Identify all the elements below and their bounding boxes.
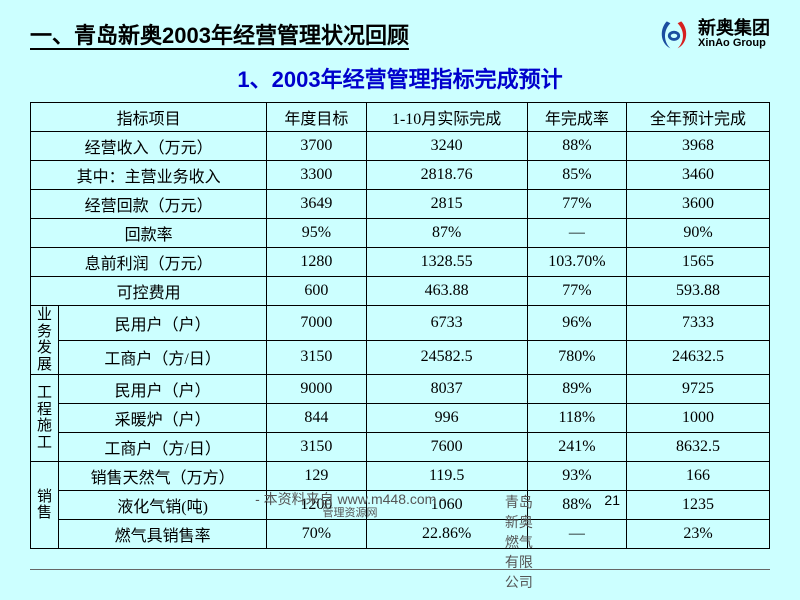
col-header: 年度目标 xyxy=(267,103,366,132)
cell: 3300 xyxy=(267,161,366,190)
table-row: 经营收入（万元）3700324088%3968 xyxy=(31,132,770,161)
cell: 6733 xyxy=(366,306,527,341)
cell: 77% xyxy=(527,190,626,219)
section-subtitle: 1、2003年经营管理指标完成预计 xyxy=(0,62,800,94)
footer-right: 青岛新奥燃气有限公司 xyxy=(505,492,545,592)
cell: 3150 xyxy=(267,433,366,462)
group-label: 业务发展 xyxy=(31,306,59,375)
table-row: 可控费用600463.8877%593.88 xyxy=(31,277,770,306)
cell: 2815 xyxy=(366,190,527,219)
cell: 129 xyxy=(267,462,366,491)
table-header-row: 指标项目 年度目标 1-10月实际完成 年完成率 全年预计完成 xyxy=(31,103,770,132)
row-label: 采暖炉（户） xyxy=(59,404,267,433)
table-row: 工程施工民用户（户）9000803789%9725 xyxy=(31,375,770,404)
row-label: 工商户（方/日） xyxy=(59,433,267,462)
cell: 8632.5 xyxy=(627,433,770,462)
row-label: 民用户（户） xyxy=(59,306,267,341)
cell: 3968 xyxy=(627,132,770,161)
page-title: 一、青岛新奥2003年经营管理状况回顾 xyxy=(30,18,409,50)
cell: 93% xyxy=(527,462,626,491)
cell: 1000 xyxy=(627,404,770,433)
table-row: 工商户（方/日）31507600241%8632.5 xyxy=(31,433,770,462)
cell: 3460 xyxy=(627,161,770,190)
cell: 3600 xyxy=(627,190,770,219)
footer: - 本资料来自 www.m448.com - 管理资源网 青岛新奥燃气有限公司 … xyxy=(0,492,800,592)
group-label: 工程施工 xyxy=(31,375,59,462)
table-row: 回款率95%87%—90% xyxy=(31,219,770,248)
cell: 166 xyxy=(627,462,770,491)
row-label: 可控费用 xyxy=(31,277,267,306)
cell: 996 xyxy=(366,404,527,433)
cell: 89% xyxy=(527,375,626,404)
cell: 96% xyxy=(527,306,626,341)
cell: 600 xyxy=(267,277,366,306)
table-row: 息前利润（万元）12801328.55103.70%1565 xyxy=(31,248,770,277)
col-header: 指标项目 xyxy=(31,103,267,132)
company-logo: 新奥集团 XinAo Group xyxy=(656,16,770,52)
row-label: 其中：主营业务收入 xyxy=(31,161,267,190)
cell: 87% xyxy=(366,219,527,248)
row-label: 经营收入（万元） xyxy=(31,132,267,161)
cell: 2818.76 xyxy=(366,161,527,190)
cell: 118% xyxy=(527,404,626,433)
row-label: 经营回款（万元） xyxy=(31,190,267,219)
cell: 24582.5 xyxy=(366,340,527,375)
cell: 88% xyxy=(527,132,626,161)
cell: — xyxy=(527,219,626,248)
table-row: 其中：主营业务收入33002818.7685%3460 xyxy=(31,161,770,190)
table-row: 采暖炉（户）844996118%1000 xyxy=(31,404,770,433)
cell: 8037 xyxy=(366,375,527,404)
col-header: 年完成率 xyxy=(527,103,626,132)
cell: 3240 xyxy=(366,132,527,161)
cell: 1280 xyxy=(267,248,366,277)
table-row: 工商户（方/日）315024582.5780%24632.5 xyxy=(31,340,770,375)
cell: 1328.55 xyxy=(366,248,527,277)
row-label: 工商户（方/日） xyxy=(59,340,267,375)
table-row: 业务发展民用户（户）7000673396%7333 xyxy=(31,306,770,341)
cell: 3700 xyxy=(267,132,366,161)
cell: 24632.5 xyxy=(627,340,770,375)
logo-text-zh: 新奥集团 xyxy=(698,19,770,38)
cell: 119.5 xyxy=(366,462,527,491)
cell: 7333 xyxy=(627,306,770,341)
cell: 7600 xyxy=(366,433,527,462)
cell: 463.88 xyxy=(366,277,527,306)
col-header: 1-10月实际完成 xyxy=(366,103,527,132)
cell: 85% xyxy=(527,161,626,190)
logo-text-en: XinAo Group xyxy=(698,38,770,50)
cell: 241% xyxy=(527,433,626,462)
row-label: 销售天然气（万方） xyxy=(59,462,267,491)
cell: 3150 xyxy=(267,340,366,375)
col-header: 全年预计完成 xyxy=(627,103,770,132)
cell: 9000 xyxy=(267,375,366,404)
row-label: 息前利润（万元） xyxy=(31,248,267,277)
xinao-logo-icon xyxy=(656,16,692,52)
cell: 90% xyxy=(627,219,770,248)
footer-source: - 本资料来自 www.m448.com - xyxy=(255,492,445,507)
row-label: 回款率 xyxy=(31,219,267,248)
cell: 780% xyxy=(527,340,626,375)
cell: 3649 xyxy=(267,190,366,219)
cell: 844 xyxy=(267,404,366,433)
cell: 9725 xyxy=(627,375,770,404)
cell: 7000 xyxy=(267,306,366,341)
cell: 1565 xyxy=(627,248,770,277)
page-number: 21 xyxy=(604,492,620,508)
cell: 95% xyxy=(267,219,366,248)
cell: 103.70% xyxy=(527,248,626,277)
footer-source-site: 管理资源网 xyxy=(323,507,378,519)
table-row: 销售销售天然气（万方）129119.593%166 xyxy=(31,462,770,491)
row-label: 民用户（户） xyxy=(59,375,267,404)
table-row: 经营回款（万元）3649281577%3600 xyxy=(31,190,770,219)
metrics-table: 指标项目 年度目标 1-10月实际完成 年完成率 全年预计完成 经营收入（万元）… xyxy=(30,102,770,549)
cell: 593.88 xyxy=(627,277,770,306)
cell: 77% xyxy=(527,277,626,306)
